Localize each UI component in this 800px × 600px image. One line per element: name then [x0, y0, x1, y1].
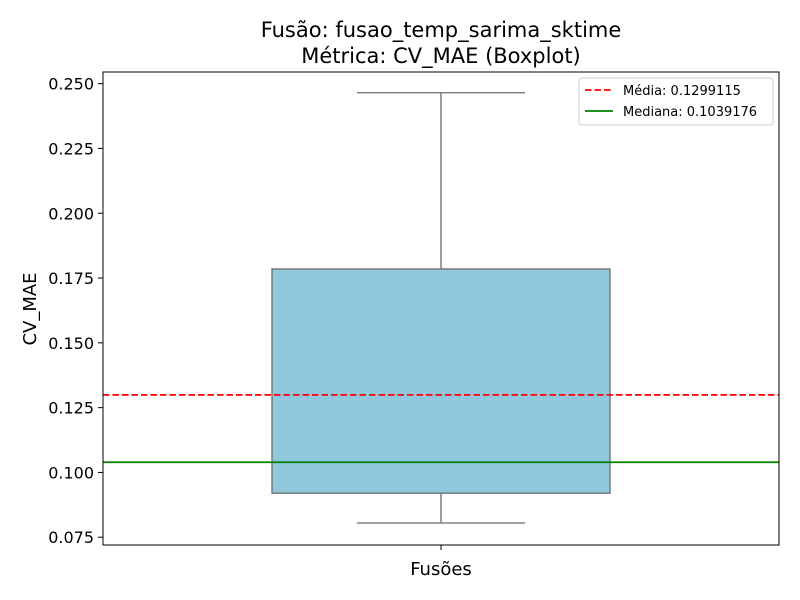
- plot-area: [103, 92, 779, 524]
- legend-box: [578, 77, 774, 126]
- chart-title: Fusão: fusao_temp_sarima_sktime: [261, 18, 622, 43]
- legend: Média: 0.1299115 Mediana: 0.1039176: [578, 77, 774, 126]
- y-tick-label: 0.250: [48, 75, 94, 94]
- y-tick-label: 0.125: [48, 399, 94, 418]
- legend-median-label: Mediana: 0.1039176: [623, 105, 757, 120]
- chart-subtitle: Métrica: CV_MAE (Boxplot): [301, 44, 581, 69]
- legend-mean-label: Média: 0.1299115: [623, 84, 741, 99]
- y-tick-label: 0.225: [48, 139, 94, 158]
- y-tick-label: 0.150: [48, 334, 94, 353]
- y-tick-label: 0.100: [48, 463, 94, 482]
- y-tick-label: 0.175: [48, 269, 94, 288]
- x-axis-label: Fusões: [410, 559, 472, 580]
- interquartile-box: [271, 268, 611, 494]
- y-axis-label: CV_MAE: [20, 272, 41, 345]
- y-axis: 0.075 0.100 0.125 0.150 0.175 0.200 0.225 0.250: [48, 75, 103, 547]
- y-tick-label: 0.075: [48, 528, 94, 547]
- y-tick-label: 0.200: [48, 204, 94, 223]
